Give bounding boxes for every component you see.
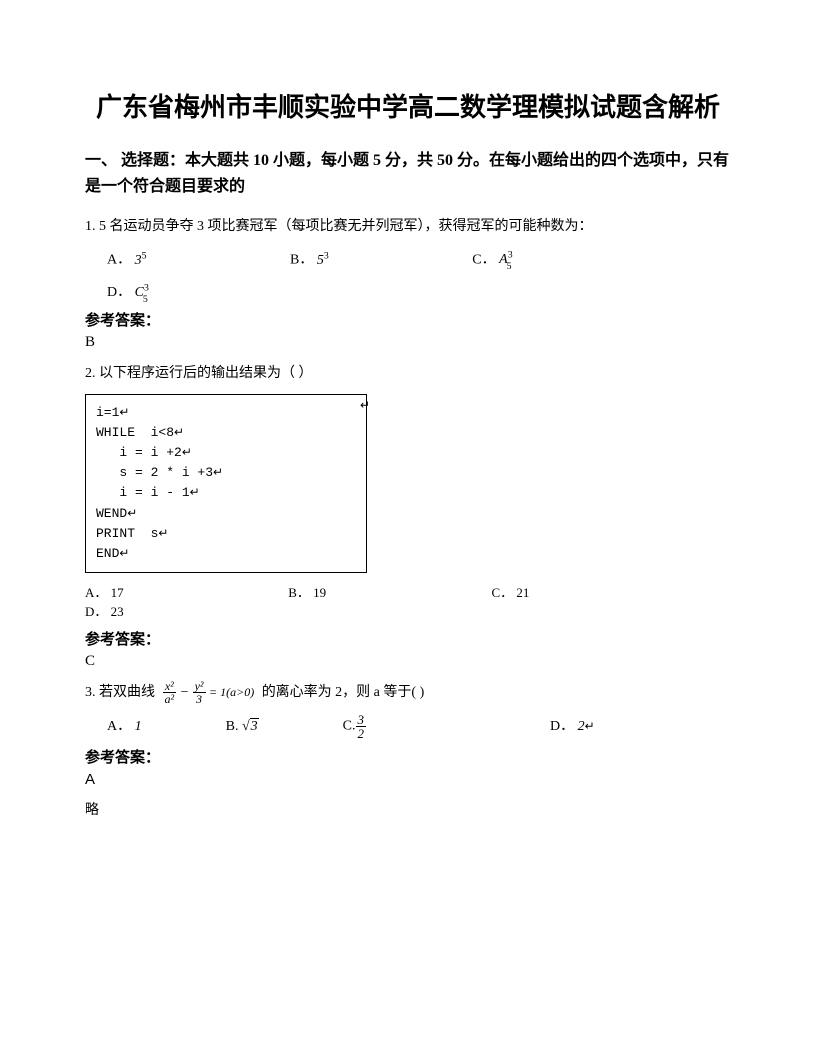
q3-answer: A <box>85 771 731 788</box>
q1-opt-d-label: D． <box>107 285 131 300</box>
q1-options-row2: D． C35 <box>85 281 731 303</box>
q1-opt-a-expr: 35 <box>135 253 147 268</box>
q1-opt-b: B． 53 <box>290 247 329 274</box>
code-line: END↵ <box>96 546 129 561</box>
q2-opt-a: A． 17 <box>85 583 285 603</box>
fraction: 32 <box>356 713 367 740</box>
q2-opt-b: B． 19 <box>288 583 488 603</box>
q2-opt-c: C． 21 <box>492 583 530 603</box>
q2-opt-d: D． 23 <box>85 602 124 622</box>
code-line: WEND↵ <box>96 506 137 521</box>
q3-equation: x²a² − y²3 = 1(a>0) <box>163 680 255 705</box>
q2-stem: 2. 以下程序运行后的输出结果为（ ） <box>85 361 731 386</box>
return-icon: ↵ <box>119 546 129 560</box>
q1-opt-c: C． A35 <box>472 247 517 275</box>
q3-options: A． 1 B. √3 C.32 D． 2↵ <box>85 713 731 740</box>
q1-opt-a-label: A． <box>107 253 131 268</box>
q2-answer: C <box>85 653 731 670</box>
return-icon: ↵ <box>182 445 192 459</box>
code-line: PRINT s↵ <box>96 526 168 541</box>
return-icon: ↵ <box>119 405 129 419</box>
minus-sign: − <box>180 685 189 700</box>
eq-tail: = 1(a>0) <box>209 685 254 699</box>
q3-note: 略 <box>85 798 731 823</box>
q1-stem: 1. 5 名运动员争夺 3 项比赛冠军（每项比赛无并列冠军），获得冠军的可能种数… <box>85 214 731 239</box>
return-icon: ↵ <box>213 465 223 479</box>
q3-opt-a: A． 1 <box>107 715 142 735</box>
fraction: x²a² <box>163 680 177 705</box>
q1-opt-b-expr: 53 <box>317 253 329 268</box>
sqrt-icon: √3 <box>242 718 259 734</box>
q1-opt-b-label: B． <box>290 253 313 268</box>
q1-opt-c-label: C． <box>472 252 495 267</box>
return-icon: ↵ <box>190 485 200 499</box>
q3-opt-d: D． 2↵ <box>550 715 595 735</box>
q1-answer: B <box>85 334 731 351</box>
q2-options: A． 17 B． 19 C． 21 D． 23 <box>85 583 731 622</box>
q1-opt-d-expr: C35 <box>135 285 154 300</box>
page-title: 广东省梅州市丰顺实验中学高二数学理模拟试题含解析 <box>85 90 731 126</box>
q1-options-row1: A． 35 B． 53 C． A35 <box>85 247 731 275</box>
q3-answer-label: 参考答案： <box>85 746 731 767</box>
code-line: i = i +2↵ <box>96 445 192 460</box>
q3-stem: 3. 若双曲线 x²a² − y²3 = 1(a>0) 的离心率为 2，则 a … <box>85 680 731 705</box>
q3-stem-pre: 3. 若双曲线 <box>85 685 155 700</box>
q1-answer-label: 参考答案： <box>85 309 731 330</box>
code-line: i=1↵ <box>96 405 129 420</box>
return-icon: ↵ <box>360 398 370 413</box>
q2-codebox: i=1↵ WHILE i<8↵ i = i +2↵ s = 2 * i +3↵ … <box>85 394 367 573</box>
q2-code-wrap: i=1↵ WHILE i<8↵ i = i +2↵ s = 2 * i +3↵ … <box>85 394 731 573</box>
q1-opt-c-expr: A35 <box>499 252 517 267</box>
q2-answer-label: 参考答案： <box>85 628 731 649</box>
exam-page: 广东省梅州市丰顺实验中学高二数学理模拟试题含解析 一、 选择题：本大题共 10 … <box>0 0 816 872</box>
q3-opt-b: B. √3 <box>226 719 259 735</box>
return-icon: ↵ <box>127 506 137 520</box>
return-icon: ↵ <box>174 425 184 439</box>
q1-opt-d: D． C35 <box>107 285 154 300</box>
return-icon: ↵ <box>585 719 595 733</box>
fraction: y²3 <box>193 680 206 705</box>
q3-stem-post: 的离心率为 2，则 a 等于( ) <box>262 685 425 700</box>
q3-opt-c: C.32 <box>343 713 366 740</box>
code-line: WHILE i<8↵ <box>96 425 184 440</box>
section-1-intro: 一、 选择题：本大题共 10 小题，每小题 5 分，共 50 分。在每小题给出的… <box>85 148 731 199</box>
q1-opt-a: A． 35 <box>107 247 147 274</box>
return-icon: ↵ <box>158 526 168 540</box>
code-line: s = 2 * i +3↵ <box>96 465 223 480</box>
code-line: i = i - 1↵ <box>96 485 200 500</box>
